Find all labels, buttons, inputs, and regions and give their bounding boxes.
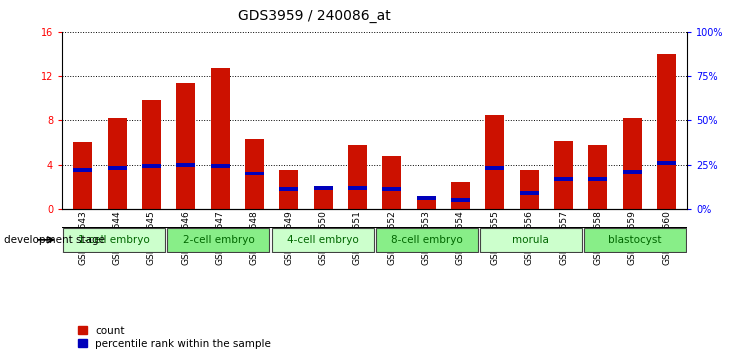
Bar <box>176 83 195 209</box>
Text: development stage: development stage <box>4 235 105 245</box>
Bar <box>348 145 367 209</box>
Bar <box>588 177 607 181</box>
Bar <box>279 170 298 209</box>
Bar <box>348 186 367 189</box>
Bar <box>451 198 470 202</box>
Text: morula: morula <box>512 235 549 245</box>
Bar <box>167 228 270 252</box>
Bar <box>63 228 165 252</box>
Bar <box>520 170 539 209</box>
Text: 2-cell embryo: 2-cell embryo <box>183 235 254 245</box>
Bar <box>73 168 92 172</box>
Bar <box>73 143 92 209</box>
Legend: count, percentile rank within the sample: count, percentile rank within the sample <box>78 326 271 349</box>
Bar <box>584 228 686 252</box>
Text: GDS3959 / 240086_at: GDS3959 / 240086_at <box>238 9 390 23</box>
Bar <box>417 196 436 200</box>
Bar <box>376 228 478 252</box>
Bar <box>485 115 504 209</box>
Bar <box>554 141 573 209</box>
Bar <box>554 177 573 181</box>
Bar <box>623 170 642 173</box>
Bar <box>314 186 333 189</box>
Bar <box>485 166 504 170</box>
Text: blastocyst: blastocyst <box>608 235 662 245</box>
Bar <box>142 165 161 168</box>
Bar <box>417 200 436 209</box>
Text: 4-cell embryo: 4-cell embryo <box>287 235 358 245</box>
Bar <box>107 166 126 170</box>
Bar <box>520 191 539 195</box>
Bar <box>623 118 642 209</box>
Text: 1-cell embryo: 1-cell embryo <box>78 235 150 245</box>
Bar <box>657 54 676 209</box>
Bar <box>245 139 264 209</box>
Bar <box>245 172 264 175</box>
Bar <box>657 161 676 165</box>
Bar <box>382 156 401 209</box>
Bar <box>176 163 195 166</box>
Bar <box>382 188 401 191</box>
Bar <box>314 190 333 209</box>
Bar <box>107 118 126 209</box>
Bar <box>588 145 607 209</box>
Bar <box>279 188 298 191</box>
Bar <box>211 68 230 209</box>
Bar <box>211 165 230 168</box>
Bar <box>451 182 470 209</box>
Bar <box>142 101 161 209</box>
Text: 8-cell embryo: 8-cell embryo <box>391 235 463 245</box>
Bar <box>271 228 374 252</box>
Bar <box>480 228 582 252</box>
